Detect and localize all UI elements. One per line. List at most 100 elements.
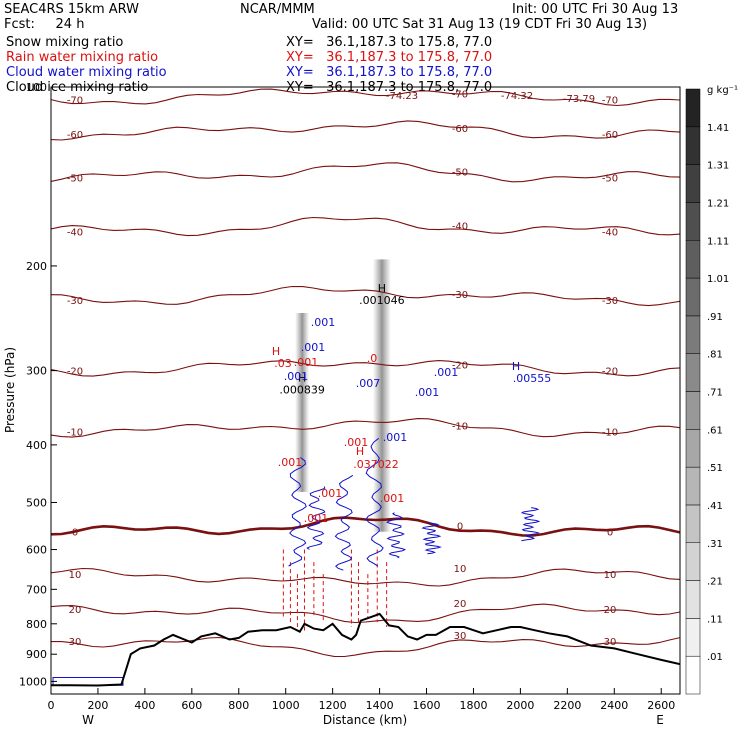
- header-valid: Valid: 00 UTC Sat 31 Aug 13 (19 CDT Fri …: [312, 17, 648, 32]
- rain-label: H: [356, 445, 364, 458]
- field-snow-name: Snow mixing ratio: [6, 35, 124, 50]
- cloud-contour: [365, 437, 384, 567]
- colorbar-label: .01: [707, 652, 723, 663]
- colorbar-label: 1.31: [707, 161, 729, 172]
- cloud-label: .001: [434, 366, 459, 379]
- temperature-label: 30: [69, 637, 82, 648]
- temperature-label: -60: [452, 124, 468, 135]
- x-axis-label: Distance (km): [323, 713, 407, 727]
- x-tick-label: 400: [134, 699, 155, 712]
- y-axis-label: Pressure (hPa): [3, 347, 17, 433]
- east-endpoint: E: [656, 713, 664, 727]
- colorbar-label: .81: [707, 350, 723, 361]
- temperature-label: -50: [67, 174, 83, 185]
- temperature-label: -10: [602, 428, 618, 439]
- cloud-label: .001: [301, 341, 326, 354]
- cloud-contour: [421, 521, 442, 555]
- cloud-label: H: [512, 360, 520, 373]
- temperature-contour: [51, 162, 680, 183]
- colorbar-swatch: [685, 580, 701, 619]
- colorbar-label: 1.01: [707, 274, 729, 285]
- temperature-label: -50: [452, 168, 468, 179]
- colorbar-swatch: [685, 240, 701, 279]
- field-rain-xy: XY= 36.1,187.3 to 175.8, 77.0: [286, 50, 493, 65]
- header-forecast: Fcst: 24 h: [4, 17, 85, 32]
- colorbar-swatch: [685, 466, 701, 506]
- x-tick-label: 0: [48, 699, 55, 712]
- x-tick-label: 800: [228, 699, 249, 712]
- colorbar-label: 1.21: [707, 198, 729, 209]
- colorbar-swatch: [685, 126, 701, 165]
- temperature-label: -40: [452, 221, 468, 232]
- temperature-label: -70: [67, 96, 83, 107]
- temperature-label: -40: [602, 227, 618, 238]
- cloud-label: .00555: [513, 372, 552, 385]
- colorbar-label: .41: [707, 501, 723, 512]
- colorbar-swatch: [685, 315, 701, 354]
- colorbar-label: .21: [707, 577, 723, 588]
- colorbar-label: .31: [707, 539, 723, 550]
- temperature-extreme-label: -73.79: [563, 94, 595, 105]
- temperature-contours: [51, 88, 680, 658]
- y-tick-label: 700: [26, 583, 47, 596]
- x-tick-label: 1200: [319, 699, 347, 712]
- snow-max-marker: H: [298, 371, 306, 384]
- rain-label: .001: [380, 492, 405, 505]
- field-cloud-name: Cloud water mixing ratio: [6, 65, 167, 80]
- y-tick-label: 600: [26, 544, 47, 557]
- x-tick-label: 2600: [647, 699, 675, 712]
- header-init: Init: 00 UTC Fri 30 Aug 13: [512, 2, 679, 17]
- temperature-label: -10: [67, 428, 83, 439]
- colorbar-label: .11: [707, 614, 723, 625]
- y-tick-label: 500: [26, 496, 47, 509]
- rain-label: .001: [304, 512, 329, 525]
- temperature-labels: -70 -70 -70 -60 -60 -60 -50 -50 -50 -40 -40 -40 -30 -…: [67, 90, 618, 648]
- temperature-label: 10: [69, 570, 82, 581]
- rain-label: .001: [318, 487, 343, 500]
- cloud-label: .001: [383, 431, 408, 444]
- temperature-label: 10: [604, 570, 617, 581]
- y-tick-label: 900: [26, 648, 47, 661]
- rain-label: .03: [274, 357, 292, 370]
- temperature-label: -60: [602, 130, 618, 141]
- temperature-label: -70: [602, 96, 618, 107]
- x-axis-ticks: 0 200 400 600 800 1000 1200 1400 1600 1800 2000 220…: [48, 688, 675, 712]
- colorbar-label: .51: [707, 463, 723, 474]
- x-tick-label: 1800: [459, 699, 487, 712]
- temperature-contour: [51, 285, 680, 307]
- temperature-label: -10: [452, 422, 468, 433]
- cloud-contour: [306, 486, 326, 550]
- temperature-label: 30: [454, 631, 467, 642]
- colorbar-label: .61: [707, 425, 723, 436]
- cloud-label: .001: [415, 386, 440, 399]
- x-tick-label: 200: [87, 699, 108, 712]
- x-tick-label: 1600: [413, 699, 441, 712]
- temperature-label: 0: [457, 522, 463, 533]
- x-tick-label: 600: [181, 699, 202, 712]
- temperature-contour: [51, 120, 680, 141]
- y-tick-label: 100: [26, 81, 47, 94]
- x-tick-label: 1400: [366, 699, 394, 712]
- temperature-label: -30: [602, 296, 618, 307]
- colorbar: .01 .11 .21 .31 .41 .51 .61 .71 .81 .91 1.01 1.11 1.…: [685, 88, 729, 695]
- snow-max-marker: H: [378, 282, 386, 295]
- rain-label: .037022: [353, 458, 399, 471]
- y-tick-label: 200: [26, 260, 47, 273]
- temperature-extreme-label: -74.32: [501, 91, 533, 102]
- snow-column: [295, 312, 310, 492]
- cloud-contour: [386, 512, 406, 559]
- y-axis-ticks: 100 200 300 400 500 600 700 800 900 1000: [19, 81, 57, 688]
- plot-frame: [50, 86, 681, 695]
- x-tick-label: 2000: [506, 699, 534, 712]
- temperature-label: 0: [607, 528, 613, 539]
- rain-label: .001: [278, 456, 303, 469]
- y-tick-label: 1000: [19, 675, 47, 688]
- header-model: SEAC4RS 15km ARW: [4, 2, 140, 17]
- temperature-contour: [51, 636, 680, 658]
- colorbar-swatch: [685, 88, 701, 128]
- temperature-contour: [51, 88, 680, 107]
- temperature-label: -20: [602, 367, 618, 378]
- temperature-label: -30: [67, 296, 83, 307]
